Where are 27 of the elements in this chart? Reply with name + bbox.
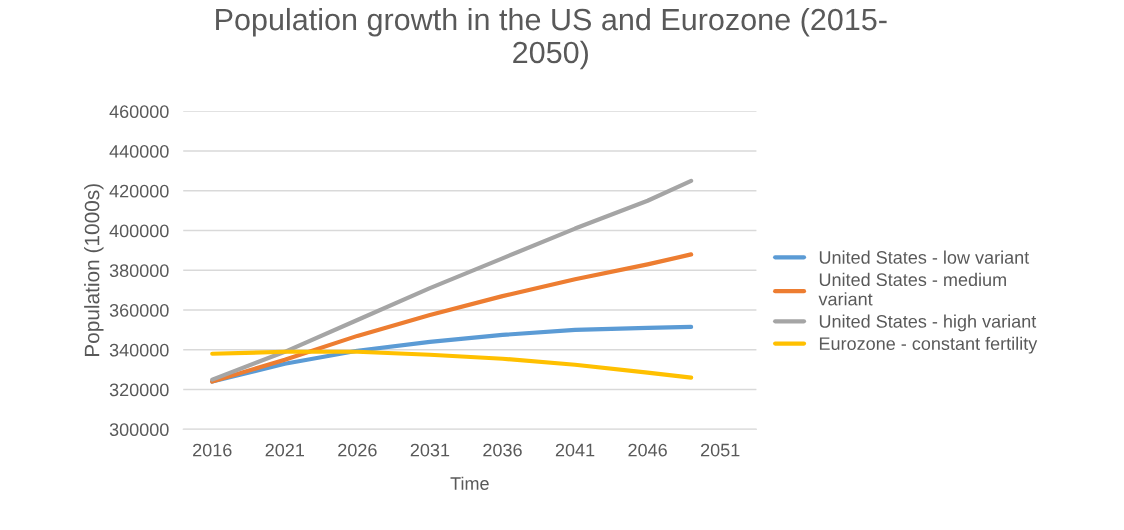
chart-title: Population growth in the US and Eurozone (2015- 2050) [216, 7, 887, 70]
x-tick-label: 2016 [193, 443, 232, 457]
y-tick-label: 320000 [109, 383, 169, 397]
x-tick-label: 2036 [483, 443, 522, 457]
line-series [210, 178, 694, 382]
y-tick-label: 420000 [109, 184, 169, 198]
x-tick-label: 2031 [410, 443, 450, 457]
y-tick-label: 460000 [109, 105, 169, 119]
x-tick-label: 2041 [555, 443, 595, 457]
y-tick-label: 400000 [109, 224, 169, 238]
line-series [210, 252, 694, 384]
y-tick-label: 300000 [109, 423, 169, 437]
y-tick-label: 380000 [109, 264, 169, 278]
y-tick-label: 340000 [109, 343, 169, 357]
x-tick-label: 2026 [338, 443, 377, 457]
legend-label: United States - high variant [819, 314, 1037, 332]
line-series [210, 349, 694, 380]
x-tick-label: 2046 [628, 443, 667, 457]
y-tick-label: 360000 [109, 303, 169, 317]
legend-label: United States - low variant [819, 250, 1030, 264]
y-tick-label: 440000 [109, 144, 169, 158]
x-axis-title: Time [450, 476, 489, 490]
legend-label: United States - medium variant [818, 272, 1006, 306]
x-tick-label: 2021 [265, 443, 304, 457]
x-tick-label: 2051 [701, 443, 740, 457]
y-axis-title: Population (1000s) [84, 184, 104, 357]
legend-label: Eurozone - constant fertility [819, 336, 1038, 354]
